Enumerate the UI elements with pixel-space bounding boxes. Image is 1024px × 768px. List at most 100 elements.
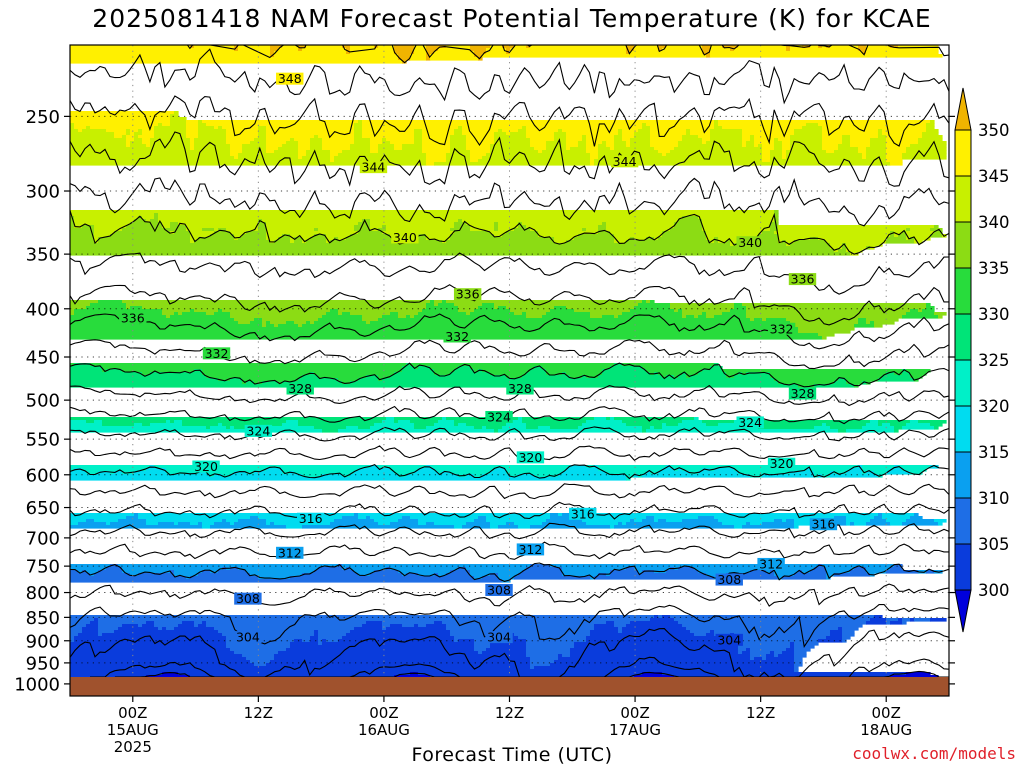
- contour-label-bg-16: [736, 416, 764, 429]
- contour-label-9: 332: [445, 329, 469, 344]
- contour-label-bg-5: [119, 311, 147, 324]
- contour-label-bg-4: [736, 236, 764, 249]
- y-tick-label-250: 250: [26, 107, 60, 128]
- contour-label-13: 328: [791, 386, 815, 401]
- y-tick-label-500: 500: [26, 391, 60, 412]
- contour-label-bg-6: [453, 288, 482, 301]
- contour-label-25: 312: [759, 556, 783, 571]
- y-tick-label-300: 300: [26, 182, 60, 203]
- colorbar-label-305: 305: [978, 535, 1010, 554]
- x-tick-label-2-0: 00Z: [369, 704, 398, 722]
- contour-label-bg-19: [767, 457, 796, 470]
- colorbar-box-4: [954, 313, 972, 361]
- contour-line-350: [186, 45, 949, 64]
- y-tick-label-450: 450: [26, 348, 60, 369]
- contour-label-2: 344: [613, 154, 637, 169]
- contour-label-bg-25: [757, 557, 785, 570]
- contour-label-3: 340: [393, 230, 417, 245]
- y-tick-label-850: 850: [26, 608, 60, 629]
- ground-surface: [70, 677, 949, 696]
- contour-line-322: [70, 445, 949, 462]
- contour-label-14: 324: [246, 423, 270, 438]
- contour-line-336: [70, 284, 949, 326]
- colorbar-label-340: 340: [978, 213, 1010, 232]
- contour-labels: 348 344 344 340 340 336 336 336 332 332 332 328 328 3…: [119, 71, 838, 647]
- contour-label-5: 336: [121, 310, 145, 325]
- contour-label-bg-29: [234, 631, 262, 644]
- x-tick-label-1-0: 12Z: [244, 704, 273, 722]
- y-tick-label-600: 600: [26, 465, 60, 486]
- contour-label-17: 320: [194, 459, 218, 474]
- contour-label-26: 308: [236, 591, 260, 606]
- contour-label-bg-12: [506, 382, 534, 395]
- contour-label-6: 336: [456, 287, 480, 302]
- colorbar-label-350: 350: [978, 121, 1010, 140]
- colorbar-box-9: [954, 543, 972, 591]
- contour-label-11: 328: [288, 381, 312, 396]
- contour-label-bg-1: [359, 161, 388, 174]
- contour-label-bg-10: [767, 322, 796, 335]
- contour-label-31: 304: [717, 632, 741, 647]
- contour-label-bg-26: [234, 592, 262, 605]
- chart-title: 2025081418 NAM Forecast Potential Temper…: [92, 4, 932, 33]
- contour-label-27: 308: [487, 582, 511, 597]
- contour-label-8: 332: [205, 346, 229, 361]
- y-tick-label-900: 900: [26, 631, 60, 652]
- colorbar-box-3: [954, 267, 972, 315]
- y-tick-label-650: 650: [26, 498, 60, 519]
- contour-line-346: [70, 95, 949, 147]
- contour-label-bg-2: [610, 155, 639, 168]
- contour-label-29: 304: [236, 630, 260, 645]
- contour-label-10: 332: [770, 321, 794, 336]
- contour-label-bg-21: [569, 507, 597, 520]
- colorbar-top-arrow: [954, 87, 972, 131]
- y-tick-label-950: 950: [26, 653, 60, 674]
- contour-label-0: 348: [278, 71, 302, 86]
- colorbar-label-320: 320: [978, 397, 1010, 416]
- colorbar-label-335: 335: [978, 259, 1010, 278]
- colorbar-box-5: [954, 359, 972, 407]
- x-axis-label: Forecast Time (UTC): [411, 744, 613, 766]
- contour-label-4: 340: [738, 235, 762, 250]
- contour-label-bg-17: [192, 460, 220, 473]
- contour-label-bg-18: [516, 451, 545, 464]
- contour-label-23: 312: [278, 545, 302, 560]
- contour-label-24: 312: [518, 542, 542, 557]
- y-tick-label-400: 400: [26, 299, 60, 320]
- x-tick-label-0-1: 15AUG: [107, 721, 159, 739]
- contour-label-bg-3: [391, 231, 419, 244]
- x-tick-label-6-0: 00Z: [872, 704, 901, 722]
- y-tick-label-1000: 1000: [14, 674, 60, 695]
- contour-label-bg-8: [202, 347, 231, 360]
- contour-line-306: [70, 603, 949, 648]
- contour-label-1: 344: [362, 160, 386, 175]
- contour-line-314: [70, 522, 949, 540]
- y-tick-label-750: 750: [26, 557, 60, 578]
- contour-label-bg-9: [443, 330, 471, 343]
- colorbar-box-1: [954, 175, 972, 223]
- contour-label-bg-13: [788, 387, 817, 400]
- y-axis: 2503003504004505005506006507007508008509…: [14, 107, 955, 695]
- contour-line-334: [70, 313, 949, 350]
- colorbar-box-7: [954, 451, 972, 499]
- colorbar-label-325: 325: [978, 351, 1010, 370]
- contour-label-15: 324: [487, 409, 511, 424]
- x-tick-label-0-0: 00Z: [118, 704, 147, 722]
- contour-label-20: 316: [299, 511, 323, 526]
- contour-label-bg-0: [276, 72, 304, 85]
- contour-label-bg-20: [296, 512, 325, 525]
- colorbar-label-300: 300: [978, 581, 1010, 600]
- contour-label-7: 336: [791, 272, 815, 287]
- colorbar-box-2: [954, 221, 972, 269]
- colorbar: 350 345 340 335 330 325 320 315 310 305 300: [954, 87, 1010, 633]
- y-tick-label-700: 700: [26, 528, 60, 549]
- x-tick-label-2-1: 16AUG: [358, 721, 410, 739]
- x-tick-label-4-0: 00Z: [620, 704, 649, 722]
- contour-label-28: 308: [717, 572, 741, 587]
- contour-line-344: [70, 131, 949, 187]
- contour-label-18: 320: [518, 450, 542, 465]
- contour-line-330: [70, 362, 949, 388]
- contour-label-bg-23: [276, 546, 304, 559]
